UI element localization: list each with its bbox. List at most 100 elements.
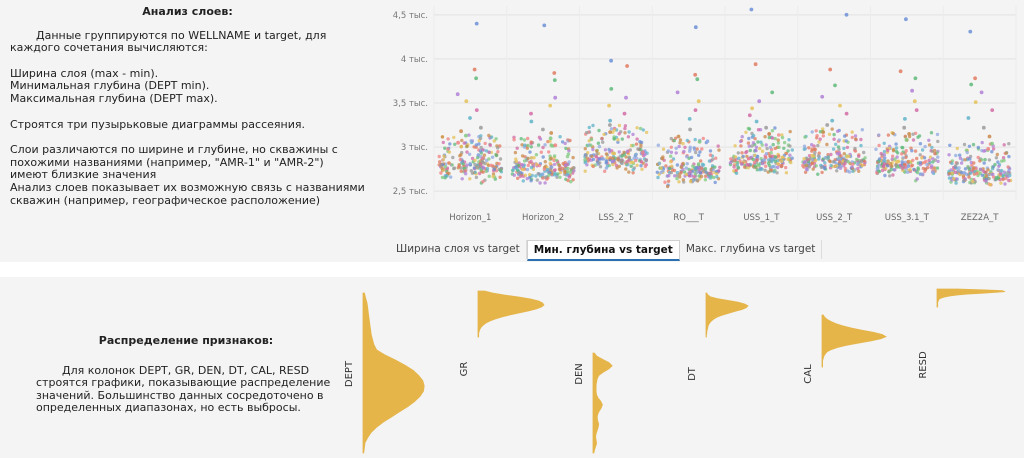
scatter-point[interactable]: [597, 128, 601, 133]
scatter-point[interactable]: [656, 175, 660, 180]
scatter-point[interactable]: [656, 143, 660, 147]
scatter-point[interactable]: [598, 161, 602, 165]
scatter-point[interactable]: [688, 179, 693, 184]
scatter-point[interactable]: [763, 135, 767, 139]
scatter-point[interactable]: [923, 144, 927, 149]
scatter-point[interactable]: [701, 136, 705, 141]
scatter-point[interactable]: [473, 162, 477, 167]
scatter-point[interactable]: [887, 170, 891, 174]
scatter-point[interactable]: [526, 163, 530, 168]
scatter-point[interactable]: [831, 147, 836, 151]
scatter-point[interactable]: [678, 138, 683, 142]
scatter-point[interactable]: [572, 166, 576, 170]
scatter-point[interactable]: [765, 146, 769, 151]
scatter-point[interactable]: [688, 149, 692, 153]
scatter-outlier-point[interactable]: [474, 76, 478, 81]
scatter-point[interactable]: [952, 176, 956, 181]
scatter-point[interactable]: [607, 147, 611, 152]
scatter-point[interactable]: [807, 154, 812, 158]
scatter-point[interactable]: [528, 150, 532, 154]
scatter-point[interactable]: [996, 168, 1000, 172]
scatter-point[interactable]: [631, 132, 635, 137]
scatter-point[interactable]: [947, 176, 952, 180]
scatter-point[interactable]: [517, 171, 521, 175]
scatter-point[interactable]: [443, 165, 448, 169]
scatter-point[interactable]: [769, 151, 773, 155]
scatter-point[interactable]: [535, 178, 539, 182]
scatter-point[interactable]: [564, 146, 568, 151]
scatter-point[interactable]: [816, 172, 820, 176]
scatter-point[interactable]: [467, 152, 472, 156]
scatter-point[interactable]: [961, 174, 966, 178]
scatter-point[interactable]: [617, 150, 621, 154]
scatter-point[interactable]: [978, 167, 983, 171]
scatter-point[interactable]: [534, 162, 539, 166]
scatter-point[interactable]: [441, 140, 445, 145]
scatter-outlier-point[interactable]: [609, 87, 614, 91]
scatter-point[interactable]: [695, 147, 699, 151]
scatter-point[interactable]: [441, 158, 445, 162]
scatter-point[interactable]: [669, 136, 673, 141]
scatter-outlier-point[interactable]: [675, 90, 680, 95]
scatter-point[interactable]: [906, 160, 910, 164]
scatter-point[interactable]: [674, 146, 678, 150]
scatter-point[interactable]: [659, 166, 663, 170]
scatter-point[interactable]: [587, 125, 591, 130]
scatter-point[interactable]: [669, 150, 674, 154]
scatter-point[interactable]: [491, 174, 495, 179]
scatter-point[interactable]: [817, 151, 821, 155]
scatter-point[interactable]: [669, 154, 673, 158]
scatter-point[interactable]: [814, 129, 818, 133]
scatter-point[interactable]: [468, 161, 472, 166]
scatter-point[interactable]: [498, 168, 503, 173]
scatter-point[interactable]: [612, 128, 617, 132]
scatter-point[interactable]: [856, 166, 860, 171]
scatter-outlier-point[interactable]: [624, 95, 628, 100]
scatter-outlier-point[interactable]: [608, 118, 612, 123]
scatter-point[interactable]: [880, 155, 884, 159]
scatter-outlier-point[interactable]: [696, 99, 701, 104]
scatter-point[interactable]: [677, 144, 681, 149]
scatter-point[interactable]: [457, 164, 461, 168]
scatter-point[interactable]: [591, 147, 595, 152]
scatter-point[interactable]: [600, 136, 604, 141]
scatter-point[interactable]: [469, 169, 473, 173]
scatter-point[interactable]: [860, 128, 864, 132]
scatter-point[interactable]: [773, 159, 778, 163]
scatter-point[interactable]: [548, 161, 552, 165]
scatter-point[interactable]: [747, 127, 752, 131]
scatter-point[interactable]: [713, 180, 717, 185]
scatter-point[interactable]: [885, 164, 890, 168]
scatter-point[interactable]: [523, 143, 527, 147]
scatter-point[interactable]: [915, 156, 919, 161]
scatter-point[interactable]: [784, 171, 789, 175]
scatter-point[interactable]: [753, 164, 757, 168]
scatter-outlier-point[interactable]: [750, 106, 754, 111]
scatter-point[interactable]: [759, 140, 763, 144]
scatter-point[interactable]: [987, 176, 991, 181]
scatter-point[interactable]: [813, 158, 818, 163]
scatter-point[interactable]: [485, 167, 490, 171]
scatter-point[interactable]: [711, 168, 715, 172]
scatter-point[interactable]: [664, 164, 668, 168]
scatter-point[interactable]: [546, 176, 550, 180]
scatter-point[interactable]: [893, 168, 897, 172]
scatter-point[interactable]: [561, 166, 565, 171]
scatter-point[interactable]: [443, 146, 447, 150]
scatter-point[interactable]: [634, 158, 638, 163]
scatter-point[interactable]: [968, 157, 972, 161]
scatter-point[interactable]: [468, 177, 472, 181]
scatter-point[interactable]: [452, 166, 457, 170]
scatter-point[interactable]: [666, 179, 671, 183]
scatter-outlier-point[interactable]: [767, 132, 772, 136]
scatter-point[interactable]: [922, 156, 927, 160]
scatter-point[interactable]: [994, 156, 999, 160]
scatter-outlier-point[interactable]: [913, 76, 918, 81]
scatter-point[interactable]: [481, 170, 485, 174]
scatter-point[interactable]: [473, 170, 477, 174]
scatter-point[interactable]: [611, 162, 615, 167]
scatter-point[interactable]: [558, 170, 563, 175]
scatter-point[interactable]: [853, 134, 858, 138]
scatter-point[interactable]: [681, 178, 685, 182]
scatter-point[interactable]: [487, 174, 491, 178]
